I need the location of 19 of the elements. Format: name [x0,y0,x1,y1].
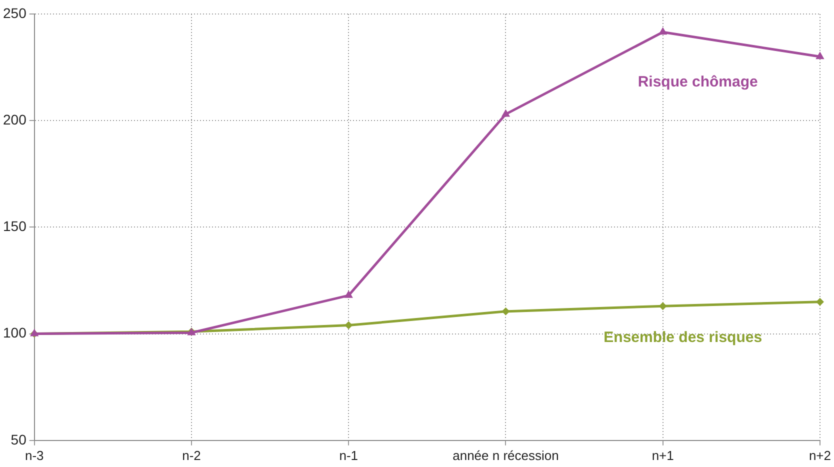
x-tick-label: n+2 [808,448,832,463]
series-label: Risque chômage [638,73,758,90]
point [658,27,668,35]
point [502,307,510,316]
y-tick-label: 100 [3,324,27,341]
point [501,109,510,117]
x-tick-label: n-3 [24,448,44,463]
y-tick-label: 150 [3,218,27,234]
point [816,52,824,60]
x-tick-label: n-1 [339,448,358,463]
y-tick-label: 50 [10,431,27,448]
x-tick-label: année n récession [452,448,559,463]
x-tick-label: n+1 [652,448,674,463]
point [344,290,353,298]
y-tick-label: 200 [3,111,27,128]
x-tick-label: n-2 [182,448,201,463]
point [344,321,353,330]
series-label: Ensemble des risques [604,329,762,346]
y-tick-label: 250 [3,4,27,21]
